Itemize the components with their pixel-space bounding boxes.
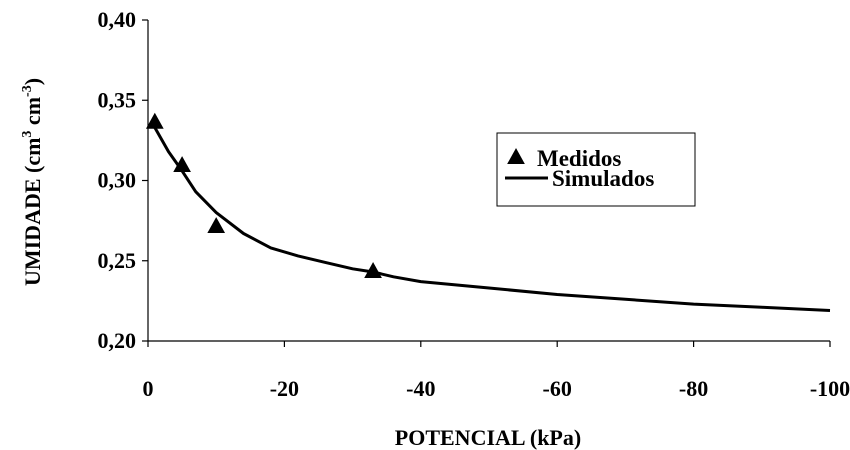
y-axis-label: UMIDADE (cm3 cm-3) bbox=[20, 78, 45, 286]
x-tick-label: -20 bbox=[270, 376, 299, 401]
x-tick-label: -60 bbox=[543, 376, 572, 401]
data-point-medidos bbox=[207, 217, 226, 234]
x-tick-label: -40 bbox=[406, 376, 435, 401]
series-line-simulados bbox=[153, 126, 831, 312]
data-point-medidos bbox=[173, 156, 191, 173]
legend-label-simulados: Simulados bbox=[552, 166, 654, 191]
simulated-curve bbox=[153, 126, 831, 312]
y-tick-label: 0,40 bbox=[98, 7, 137, 32]
y-tick-label: 0,25 bbox=[98, 248, 137, 273]
legend: Medidos Simulados bbox=[496, 132, 696, 207]
measured-markers bbox=[145, 112, 382, 278]
legend-triangle-marker bbox=[507, 148, 525, 164]
legend-label-medidos: Medidos bbox=[537, 146, 621, 171]
x-axis-label: POTENCIAL (kPa) bbox=[395, 425, 581, 450]
x-axis: 0 -20 -40 -60 -80 -100 bbox=[143, 340, 850, 401]
y-axis: 0,20 0,25 0,30 0,35 0,40 bbox=[98, 7, 149, 353]
y-tick-label: 0,20 bbox=[98, 328, 137, 353]
legend-box bbox=[496, 132, 696, 207]
data-point-medidos bbox=[364, 262, 382, 278]
y-tick-label: 0,35 bbox=[98, 87, 137, 112]
y-tick-label: 0,30 bbox=[98, 168, 137, 193]
legend-triangle-icon bbox=[507, 148, 525, 164]
x-tick-label: -100 bbox=[810, 376, 850, 401]
x-tick-label: 0 bbox=[143, 376, 154, 401]
x-tick-label: -80 bbox=[679, 376, 708, 401]
data-point-medidos bbox=[145, 112, 164, 129]
